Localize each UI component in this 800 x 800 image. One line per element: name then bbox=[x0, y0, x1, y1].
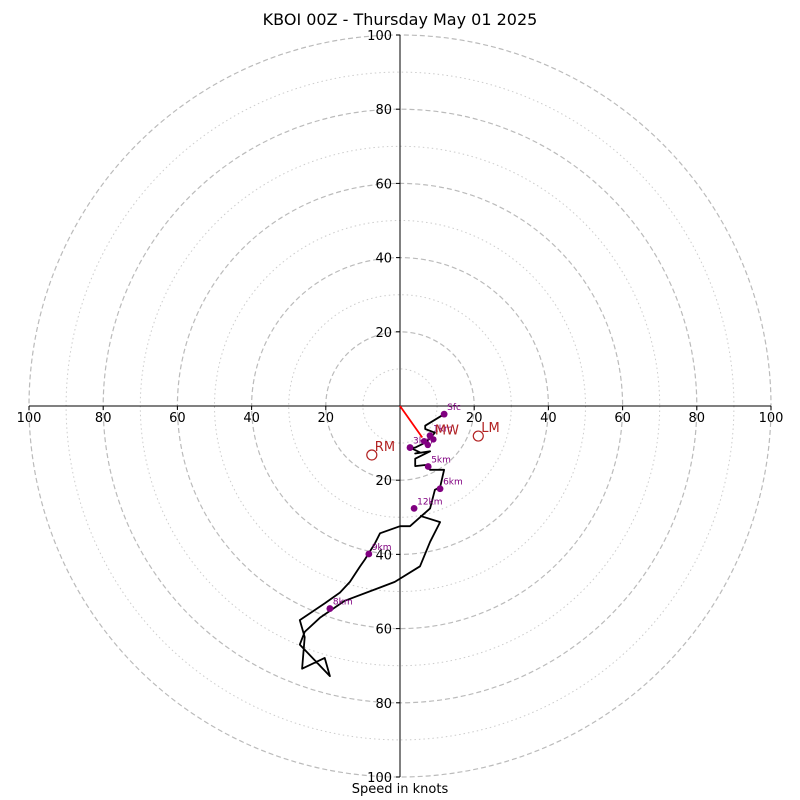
x-tick-label: 40 bbox=[540, 411, 557, 426]
x-tick-label: 80 bbox=[689, 411, 706, 426]
x-tick-label: 100 bbox=[17, 411, 42, 426]
level-label-12km: 12km bbox=[417, 497, 442, 507]
storm-motion-marker-lm bbox=[472, 430, 484, 442]
x-tick-label: 40 bbox=[243, 411, 260, 426]
x-tick-label: 100 bbox=[759, 411, 784, 426]
storm-motion-label-rm: RM bbox=[375, 440, 395, 455]
level-label-8km: 8km bbox=[333, 598, 353, 608]
storm-motion-marker-rm bbox=[366, 449, 378, 461]
level-label-9km: 9km bbox=[372, 543, 392, 553]
level-point-9km bbox=[365, 550, 373, 558]
level-label-6km: 6km bbox=[443, 478, 463, 488]
level-point-12km bbox=[410, 504, 418, 512]
level-label-3km: 3km bbox=[413, 437, 433, 447]
level-point-Sfc bbox=[440, 410, 448, 418]
x-tick-label: 60 bbox=[614, 411, 631, 426]
level-label-Sfc: Sfc bbox=[447, 403, 461, 413]
y-tick-label: 80 bbox=[375, 697, 392, 712]
x-tick-label: 60 bbox=[169, 411, 186, 426]
y-tick-label: 60 bbox=[375, 177, 392, 192]
level-point-3km bbox=[406, 444, 414, 451]
y-tick-label: 20 bbox=[375, 326, 392, 341]
x-tick-label: 80 bbox=[95, 411, 112, 426]
y-tick-label: 100 bbox=[367, 771, 392, 786]
y-tick-label: 40 bbox=[375, 252, 392, 267]
level-point-1km bbox=[426, 432, 434, 440]
x-tick-label: 20 bbox=[466, 411, 483, 426]
level-label-1km: 1km bbox=[433, 425, 453, 435]
level-point-6km bbox=[436, 485, 444, 493]
level-point-8km bbox=[326, 605, 334, 612]
mean-wind-vector bbox=[399, 405, 423, 439]
x-axis-label: Speed in knots bbox=[351, 782, 449, 797]
storm-motion-label-mw: MW bbox=[435, 424, 459, 439]
y-tick-label: 100 bbox=[367, 29, 392, 44]
y-tick-label: 80 bbox=[375, 103, 392, 118]
storm-motion-label-lm: LM bbox=[481, 421, 499, 436]
level-point bbox=[424, 441, 432, 449]
x-tick-label: 20 bbox=[318, 411, 335, 426]
level-label-5km: 5km bbox=[431, 455, 451, 465]
y-tick-label: 40 bbox=[375, 548, 392, 563]
chart-title: KBOI 00Z - Thursday May 01 2025 bbox=[262, 10, 538, 29]
y-tick-label: 20 bbox=[375, 474, 392, 489]
level-point-5km bbox=[424, 463, 432, 470]
y-tick-label: 60 bbox=[375, 623, 392, 638]
